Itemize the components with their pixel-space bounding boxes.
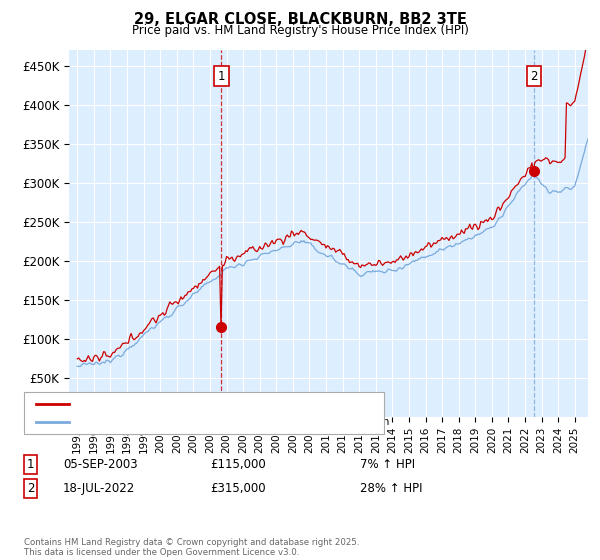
Text: 05-SEP-2003: 05-SEP-2003 [63, 458, 137, 472]
Text: Contains HM Land Registry data © Crown copyright and database right 2025.
This d: Contains HM Land Registry data © Crown c… [24, 538, 359, 557]
Text: HPI: Average price, detached house, Blackburn with Darwen: HPI: Average price, detached house, Blac… [75, 417, 389, 427]
Text: £115,000: £115,000 [210, 458, 266, 472]
Text: 28% ↑ HPI: 28% ↑ HPI [360, 482, 422, 495]
Text: 18-JUL-2022: 18-JUL-2022 [63, 482, 135, 495]
Text: 2: 2 [530, 69, 538, 82]
Text: 2: 2 [27, 482, 35, 495]
Text: 7% ↑ HPI: 7% ↑ HPI [360, 458, 415, 472]
Text: Price paid vs. HM Land Registry's House Price Index (HPI): Price paid vs. HM Land Registry's House … [131, 24, 469, 36]
Text: 1: 1 [27, 458, 35, 472]
Text: 1: 1 [217, 69, 225, 82]
Text: 29, ELGAR CLOSE, BLACKBURN, BB2 3TE (detached house): 29, ELGAR CLOSE, BLACKBURN, BB2 3TE (det… [75, 399, 382, 409]
Text: 29, ELGAR CLOSE, BLACKBURN, BB2 3TE: 29, ELGAR CLOSE, BLACKBURN, BB2 3TE [134, 12, 466, 27]
Text: £315,000: £315,000 [210, 482, 266, 495]
